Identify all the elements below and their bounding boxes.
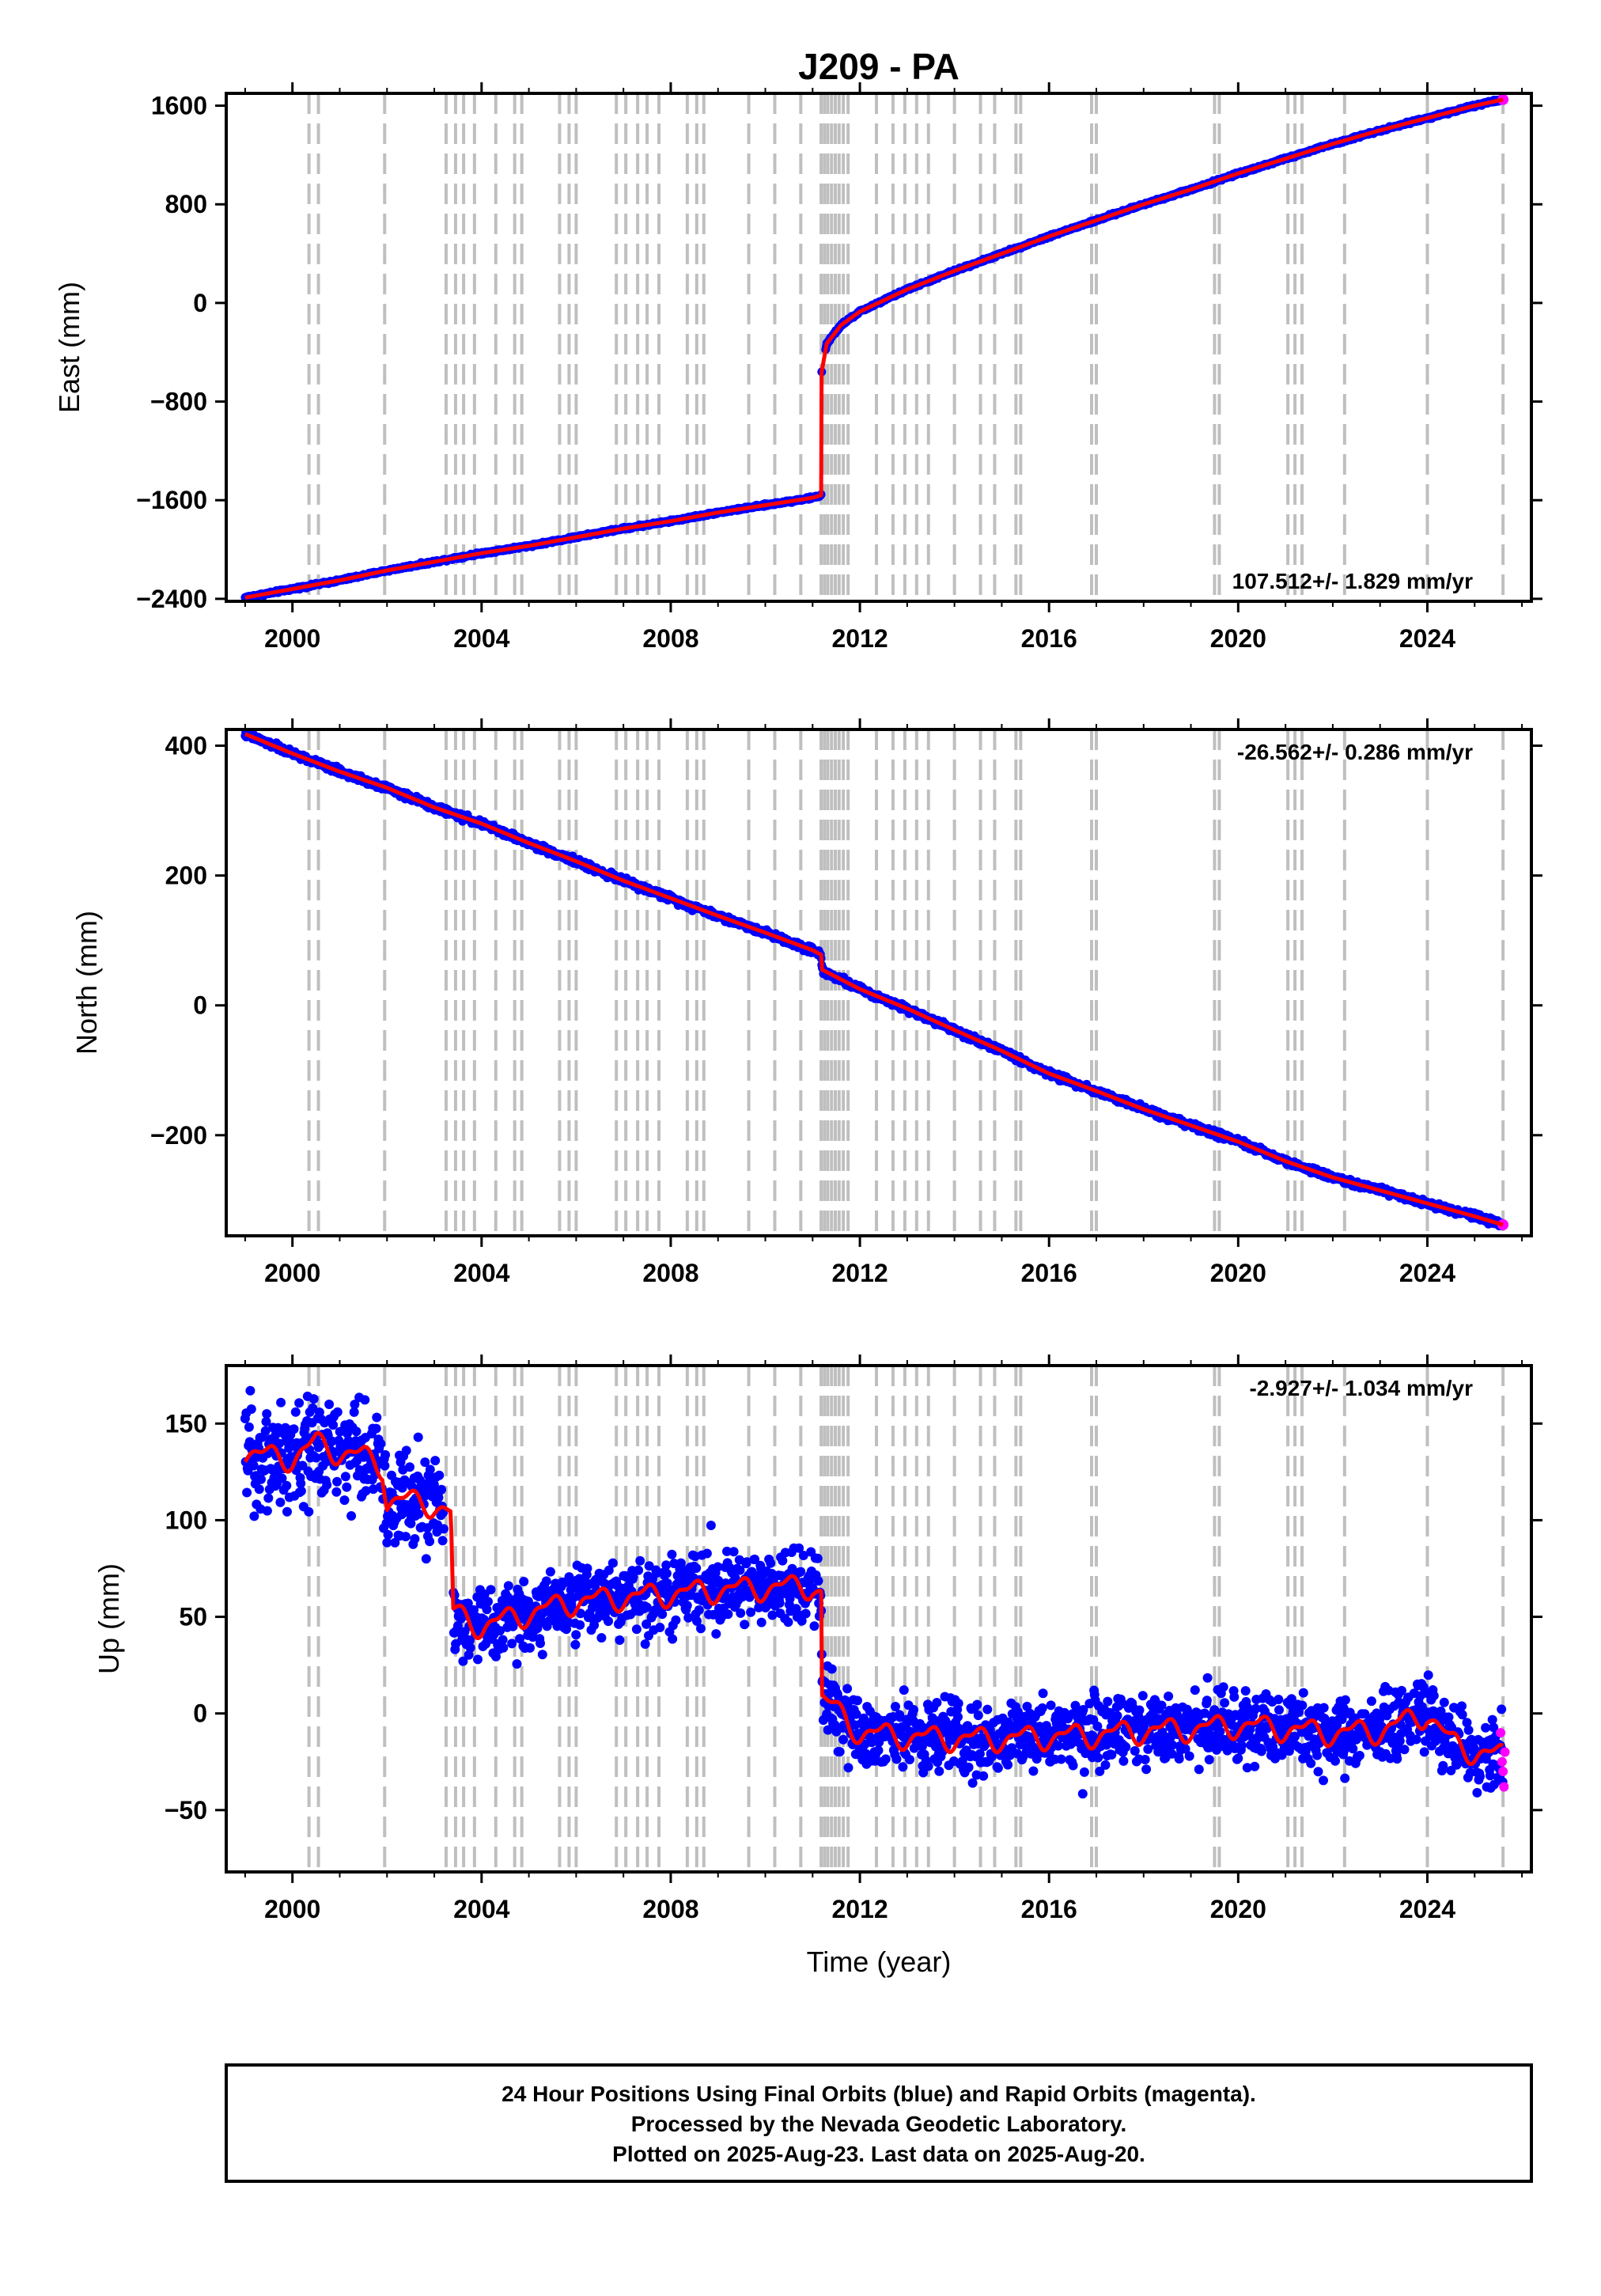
east-panel: 2000 2004 2008 2012 2016 2020 2024 1600 800 0 −800… [53, 82, 1542, 653]
plot-area [240, 93, 1509, 601]
final-orbit-point [289, 1424, 299, 1434]
final-orbit-point [294, 1398, 305, 1408]
up-panel: 2000 2004 2008 2012 2016 2020 2024150100500−50… [93, 1354, 1542, 1978]
y-tick-label: −2400 [136, 585, 207, 613]
final-orbit-point [263, 1493, 274, 1503]
final-orbit-point [296, 1479, 306, 1488]
figure-title: J209 - PA [798, 46, 959, 87]
final-orbit-point [322, 1480, 332, 1490]
final-orbit-point [342, 1482, 352, 1492]
final-orbit-point [324, 1400, 335, 1409]
final-orbit-point [360, 1395, 370, 1405]
model-fit-line [244, 732, 1504, 1227]
x-tick-label: 2016 [1021, 1259, 1077, 1287]
x-tick-label: 2016 [1021, 624, 1077, 653]
final-orbit-point [246, 1404, 256, 1414]
final-orbit-point [290, 1407, 301, 1417]
y-axis-label: North (mm) [70, 911, 103, 1055]
final-orbit-point [276, 1397, 286, 1408]
final-orbit-point [254, 1484, 264, 1495]
model-fit-line [244, 97, 1504, 600]
x-tick-label: 2012 [831, 624, 888, 653]
final-orbit-point [311, 1453, 321, 1463]
x-tick-label: 2024 [1399, 624, 1455, 653]
y-tick-label: 800 [165, 190, 207, 218]
final-orbit-point [308, 1394, 319, 1404]
x-tick-label: 2008 [642, 624, 698, 653]
final-orbit-point [304, 1506, 314, 1517]
final-orbit-point [351, 1426, 361, 1437]
y-tick-label: 200 [165, 862, 207, 890]
final-orbit-point [332, 1407, 343, 1417]
y-tick-label: −1600 [136, 486, 207, 514]
y-tick-label: 400 [165, 732, 207, 760]
final-orbit-point [361, 1486, 371, 1496]
y-tick-label: −800 [150, 388, 207, 416]
final-orbit-point [331, 1487, 342, 1497]
x-tick-label: 2012 [831, 1259, 888, 1287]
final-orbit-point [262, 1506, 272, 1516]
final-orbit-point [248, 1461, 259, 1471]
final-orbit-point [275, 1497, 286, 1507]
final-orbit-point [332, 1476, 343, 1487]
plot-area [240, 1366, 1510, 1872]
y-axis-label: East (mm) [53, 282, 85, 413]
final-orbit-point [282, 1480, 292, 1491]
x-tick-label: 2024 [1399, 1259, 1455, 1287]
final-orbit-point [371, 1423, 381, 1434]
x-tick-label: 2000 [264, 1259, 320, 1287]
final-orbit-point [256, 1474, 266, 1484]
y-tick-label: −200 [150, 1121, 207, 1150]
rapid-orbit-point [1497, 93, 1509, 105]
final-orbit-point [277, 1473, 287, 1483]
y-tick-label: 0 [193, 991, 207, 1020]
final-orbit-point [262, 1409, 272, 1419]
x-tick-label: 2008 [642, 1259, 698, 1287]
final-orbit-point [260, 1426, 271, 1436]
x-tick-label: 2020 [1210, 1259, 1266, 1287]
panel-frame [225, 92, 1533, 603]
final-orbit-point [328, 1420, 339, 1430]
x-tick-label: 2020 [1210, 624, 1266, 653]
final-orbit-point [261, 1416, 271, 1426]
final-orbit-point [245, 1385, 255, 1396]
panel-frame [225, 728, 1533, 1237]
y-tick-label: 1600 [151, 92, 207, 120]
rate-annotation: -26.562+/- 0.286 mm/yr [1237, 740, 1473, 764]
x-tick-label: 2000 [264, 624, 320, 653]
final-orbit-point [282, 1506, 292, 1517]
final-orbit-point [308, 1403, 318, 1413]
y-tick-label: 0 [193, 289, 207, 317]
final-orbit-point [249, 1511, 259, 1521]
final-orbit-point [349, 1407, 359, 1417]
final-orbit-point [340, 1472, 350, 1482]
plot-area [240, 729, 1509, 1236]
x-tick-label: 2004 [453, 624, 509, 653]
north-panel: 2000 2004 2008 2012 2016 2020 20244002000−200N… [70, 718, 1542, 1287]
final-orbit-point [346, 1511, 357, 1521]
final-orbit-point [350, 1400, 360, 1410]
final-orbit-point [242, 1487, 252, 1498]
x-tick-label: 2004 [453, 1259, 509, 1287]
final-orbit-point [372, 1412, 382, 1423]
rate-annotation: 107.512+/- 1.829 mm/yr [1232, 569, 1473, 593]
final-orbit-point [296, 1486, 306, 1496]
final-orbit-point [273, 1423, 283, 1433]
final-orbit-point [244, 1422, 254, 1432]
final-orbit-point [339, 1495, 350, 1506]
